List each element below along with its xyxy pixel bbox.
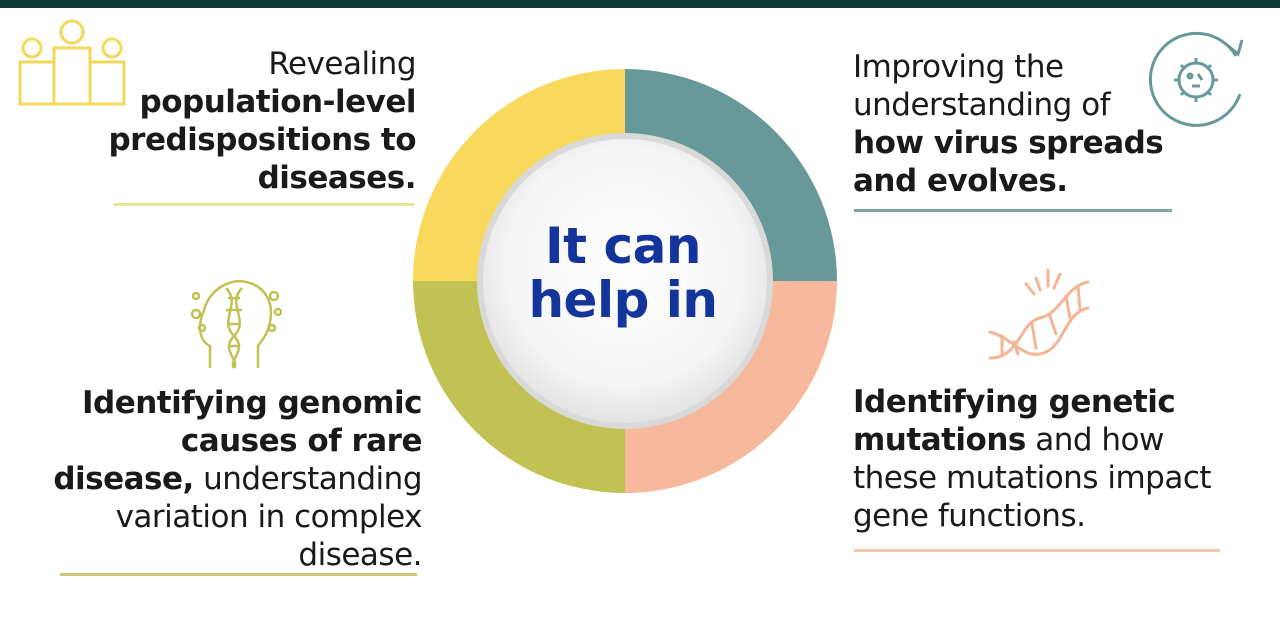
segment-yellow xyxy=(413,69,625,281)
center-line-1: It can xyxy=(545,217,701,275)
central-ring xyxy=(413,69,837,493)
dna-helix-icon xyxy=(988,268,1090,360)
divider-teal xyxy=(854,209,1172,212)
br-line-3: these mutations impact xyxy=(853,460,1212,496)
people-group-icon xyxy=(18,19,126,106)
text-block-population: Revealing population-level predispositio… xyxy=(90,45,416,197)
virus-cycle-icon xyxy=(1148,31,1244,127)
bl-line-5: disease. xyxy=(298,537,422,573)
br-line-2-bold: mutations xyxy=(853,422,1026,458)
top-bar xyxy=(0,0,1280,8)
center-label: It can help in xyxy=(478,219,768,327)
divider-yellow xyxy=(114,203,414,206)
tr-line-2: understanding of xyxy=(853,87,1111,123)
tl-line-2: population-level xyxy=(139,84,417,120)
text-block-virus: Improving the understanding of how virus… xyxy=(853,48,1193,200)
bl-line-4: variation in complex xyxy=(115,499,423,535)
bl-line-3-normal: understanding xyxy=(193,461,422,497)
bl-line-3-bold: disease, xyxy=(53,461,194,497)
center-circle xyxy=(483,139,767,423)
segment-olive xyxy=(413,281,625,493)
bl-line-2: causes of rare xyxy=(180,423,423,459)
text-block-genomic: Identifying genomic causes of rare disea… xyxy=(40,384,422,574)
br-line-2-normal: and how xyxy=(1025,422,1164,458)
divider-peach xyxy=(854,549,1220,552)
tl-line-4: diseases. xyxy=(257,160,417,196)
br-line-1: Identifying genetic xyxy=(853,384,1176,420)
tl-line-1: Revealing xyxy=(268,46,416,82)
tr-line-4: and evolves. xyxy=(853,163,1068,199)
text-block-mutations: Identifying genetic mutations and how th… xyxy=(853,383,1233,535)
tr-line-1: Improving the xyxy=(853,49,1064,85)
center-line-2: help in xyxy=(528,271,718,329)
tr-line-3: how virus spreads xyxy=(853,125,1164,161)
tl-line-3: predispositions to xyxy=(108,122,416,158)
divider-olive xyxy=(60,573,417,576)
segment-teal xyxy=(625,69,837,281)
br-line-4: gene functions. xyxy=(853,498,1086,534)
segment-peach xyxy=(625,281,837,493)
bl-line-1: Identifying genomic xyxy=(81,385,423,421)
dna-head-icon xyxy=(190,279,282,369)
